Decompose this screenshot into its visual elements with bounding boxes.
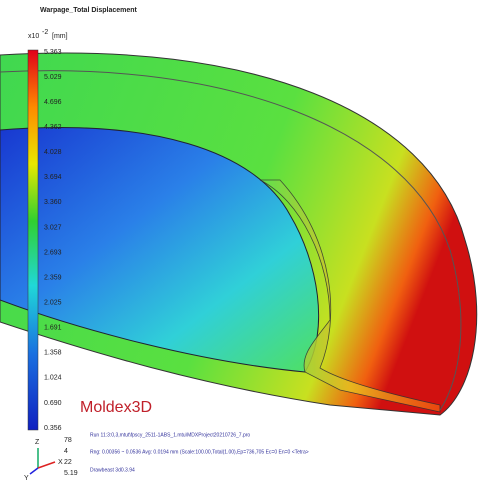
unit-exponent: -2 xyxy=(42,29,48,36)
range-info: Rng: 0.00356 ~ 0.0536 Avg: 0.0194 mm (Sc… xyxy=(90,449,309,455)
view-info: 5.19 xyxy=(64,470,78,477)
color-bar-label: 2.693 xyxy=(44,249,62,256)
unit-base: x10 xyxy=(28,33,39,40)
triad-y xyxy=(29,467,39,475)
color-bar-label: 1.691 xyxy=(44,325,62,332)
color-bar-label: 4.028 xyxy=(44,149,62,156)
triad-label: Z xyxy=(35,439,40,446)
triad-label: Y xyxy=(24,475,29,482)
color-bar-label: 0.356 xyxy=(44,425,62,432)
part-cavity xyxy=(0,127,320,373)
color-bar-label: 5.363 xyxy=(44,49,62,56)
part-flange xyxy=(259,179,441,413)
run-info: Run 11:3:0,3,mtut\fpscy_2511-1ABS_1.mtu\… xyxy=(90,432,250,438)
view-info: 22 xyxy=(64,459,72,466)
edge-line xyxy=(0,70,462,411)
color-bar-label: 2.359 xyxy=(44,274,62,281)
view-info: 4 xyxy=(64,448,68,455)
color-bar-label: 1.024 xyxy=(44,375,62,382)
color-bar xyxy=(27,49,39,431)
color-bar-label: 4.362 xyxy=(44,124,62,131)
result-title: Warpage_Total Displacement xyxy=(40,7,138,14)
color-bar-label: 4.696 xyxy=(44,99,62,106)
brand: Moldex3D xyxy=(80,399,152,416)
view-info: 78 xyxy=(64,437,72,444)
color-bar-label: 2.025 xyxy=(44,300,62,307)
color-bar-label: 3.694 xyxy=(44,174,62,181)
color-bar-label: 3.360 xyxy=(44,199,62,206)
triad-label: X xyxy=(58,459,63,466)
color-bar-label: 3.027 xyxy=(44,224,62,231)
color-bar-label: 1.358 xyxy=(44,350,62,357)
color-bar-label: 5.029 xyxy=(44,74,62,81)
unit: [mm] xyxy=(52,33,68,40)
triad-x xyxy=(37,461,56,469)
tool-info: Drawbeast 3d0.3.94 xyxy=(90,467,135,473)
color-bar-label: 0.690 xyxy=(44,400,62,407)
